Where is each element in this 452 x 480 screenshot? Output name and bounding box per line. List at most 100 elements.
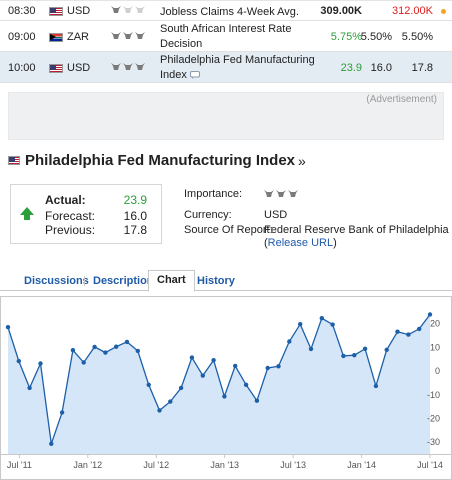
importance-bulls (111, 61, 147, 73)
chart-point[interactable] (38, 361, 43, 366)
calendar-row[interactable]: 08:30 USD Jobless Claims 4-Week Avg. 309.00… (0, 1, 452, 21)
row-forecast: 16.0 (370, 62, 392, 74)
event-title-text[interactable]: Philadelphia Fed Manufacturing Index (25, 152, 296, 169)
south-africa-flag-icon (49, 33, 63, 42)
chart-point[interactable] (427, 312, 433, 317)
row-currency: USD (67, 62, 91, 74)
chart-point[interactable] (5, 325, 11, 330)
advertisement-label: (Advertisement) (366, 94, 437, 105)
row-previous: 17.8 (411, 62, 433, 74)
chart-point[interactable] (92, 344, 97, 350)
chart-point[interactable] (276, 364, 281, 369)
forecast-value: 16.0 (123, 209, 147, 223)
bull-icon (123, 32, 133, 40)
chart-point[interactable] (157, 408, 162, 413)
row-event-line1: South African Interest Rate (160, 23, 292, 35)
tab-history[interactable]: History (197, 275, 235, 287)
row-actual: 5.75% (330, 31, 362, 43)
row-time: 10:00 (8, 62, 36, 74)
event-title[interactable]: Philadelphia Fed Manufacturing Index » (8, 152, 306, 169)
chart-point[interactable] (308, 346, 314, 352)
chart-point[interactable] (59, 410, 65, 415)
economic-calendar-table: 08:30 USD Jobless Claims 4-Week Avg. 309.00… (0, 0, 452, 83)
row-event[interactable]: South African Interest Rate Decision (160, 22, 291, 52)
chart-series-line (7, 314, 431, 445)
chart-point[interactable] (16, 358, 21, 364)
currency-value: USD (264, 209, 288, 221)
x-tick-label: Jul '11 (7, 460, 32, 470)
calendar-row[interactable]: 09:00 ZAR South African Interest Rate Decis… (0, 21, 452, 52)
bull-icon (288, 190, 298, 198)
source-label: Source Of Report: (184, 224, 273, 236)
row-event[interactable]: Jobless Claims 4-Week Avg. (160, 5, 299, 20)
row-currency: ZAR (67, 31, 89, 43)
bull-icon (264, 190, 274, 198)
y-tick-label: 20 (430, 319, 440, 329)
chart-point[interactable] (103, 350, 108, 355)
bull-icon (123, 63, 133, 71)
chart-point[interactable] (211, 358, 216, 363)
chart-point[interactable] (81, 360, 86, 365)
event-tabs: Discussions Description Chart History (0, 270, 452, 292)
chart-point[interactable] (49, 441, 54, 446)
row-currency: USD (67, 5, 91, 17)
importance-bulls (111, 30, 147, 42)
x-tick-label: Jul '14 (417, 460, 443, 470)
chart-point[interactable] (384, 347, 389, 352)
chart-point[interactable] (178, 385, 184, 391)
chart-point[interactable] (189, 355, 195, 360)
chart-point[interactable] (27, 385, 32, 391)
chart-area-fill (8, 314, 430, 454)
tab-discussions[interactable]: Discussions (24, 275, 89, 287)
importance-bulls (111, 4, 147, 16)
history-chart-svg: 20 10 0 -10 -20 -30 Jul '11 Jan '12 Jul '12 Jan '… (0, 296, 452, 480)
chart-point[interactable] (406, 332, 411, 337)
y-tick-label: 0 (435, 366, 440, 376)
chart-point[interactable] (200, 373, 205, 378)
chart-point[interactable] (265, 365, 270, 371)
row-event-line1: Philadelphia Fed Manufacturing (160, 54, 315, 66)
chart-point[interactable] (319, 316, 324, 321)
actual-summary-box: Actual: 23.9 Forecast: 16.0 Previous: 17… (10, 184, 162, 244)
bull-icon (135, 32, 145, 40)
actual-value: 23.9 (123, 193, 147, 207)
chart-point[interactable] (233, 363, 238, 369)
bull-icon (111, 6, 121, 14)
chart-point[interactable] (417, 326, 422, 332)
chart-point[interactable] (352, 353, 357, 358)
calendar-row[interactable]: 10:00 USD Philadelphia Fed Manufacturing In… (0, 52, 452, 83)
chart-point[interactable] (114, 344, 119, 349)
bull-icon (123, 6, 133, 14)
chart-point[interactable] (362, 346, 368, 351)
us-flag-icon (49, 64, 63, 73)
chart-point[interactable] (330, 322, 335, 327)
chart-point[interactable] (298, 322, 303, 327)
chart-point[interactable] (168, 399, 173, 404)
tab-description[interactable]: Description (93, 275, 154, 287)
y-tick-label: -20 (427, 414, 440, 424)
chart-point[interactable] (373, 383, 379, 389)
history-chart: 20 10 0 -10 -20 -30 Jul '11 Jan '12 Jul '12 Jan '… (0, 296, 452, 480)
chart-point[interactable] (124, 339, 130, 345)
chart-point[interactable] (341, 353, 346, 359)
chart-point[interactable] (70, 348, 76, 353)
row-event[interactable]: Philadelphia Fed Manufacturing Index (160, 53, 315, 83)
tab-chart[interactable]: Chart (148, 270, 195, 292)
chart-point[interactable] (135, 348, 140, 354)
bull-icon (135, 63, 145, 71)
chart-point[interactable] (287, 339, 292, 344)
advertisement-area: (Advertisement) (8, 92, 444, 140)
release-url-link[interactable]: Release URL (267, 237, 334, 249)
chart-point[interactable] (243, 382, 249, 387)
importance-label: Importance: (184, 188, 243, 200)
row-previous: 5.50% (401, 31, 433, 43)
row-actual: 23.9 (340, 62, 362, 74)
chart-point[interactable] (146, 382, 151, 387)
chart-point[interactable] (395, 329, 400, 334)
x-tick-label: Jul '13 (280, 460, 306, 470)
comment-icon[interactable] (189, 71, 200, 80)
chart-point[interactable] (222, 394, 227, 399)
x-tick-label: Jul '12 (143, 460, 169, 470)
x-tick-label: Jan '12 (73, 460, 102, 470)
chart-point[interactable] (254, 398, 260, 403)
